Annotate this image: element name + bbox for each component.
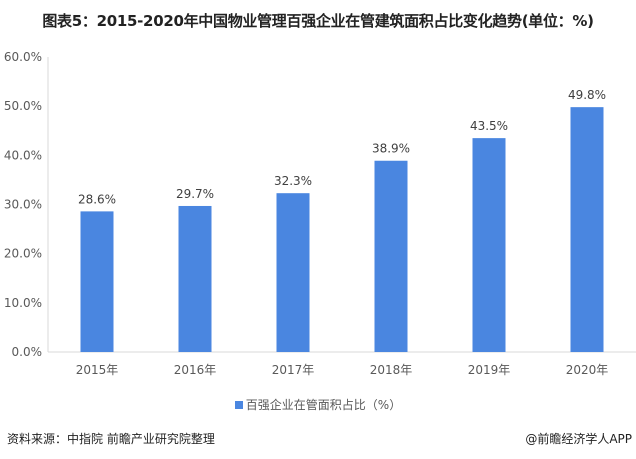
y-tick-label: 10.0% [4, 296, 42, 310]
x-tick-label: 2015年 [76, 363, 119, 377]
y-tick-label: 20.0% [4, 247, 42, 261]
x-tick-label: 2020年 [566, 363, 609, 377]
source-note: 资料来源：中指院 前瞻产业研究院整理 [7, 432, 215, 446]
bar [80, 211, 114, 352]
data-label: 43.5% [470, 119, 508, 133]
bar [276, 193, 310, 352]
x-tick-label: 2019年 [468, 363, 511, 377]
bar [472, 138, 506, 352]
x-tick-label: 2018年 [370, 363, 413, 377]
data-label: 38.9% [372, 142, 410, 156]
data-label: 29.7% [176, 187, 214, 201]
y-tick-label: 60.0% [4, 50, 42, 64]
legend: 百强企业在管面积占比（%） [0, 396, 636, 413]
chart-title: 图表5：2015-2020年中国物业管理百强企业在管建筑面积占比变化趋势(单位：… [42, 12, 594, 30]
data-label: 49.8% [568, 88, 606, 102]
y-tick-label: 30.0% [4, 198, 42, 212]
data-label: 32.3% [274, 174, 312, 188]
bar [178, 205, 212, 352]
bar [374, 160, 408, 352]
y-tick-label: 40.0% [4, 148, 42, 162]
y-tick-label: 0.0% [12, 345, 43, 359]
data-label: 28.6% [78, 192, 116, 206]
legend-swatch [234, 401, 243, 409]
x-tick-label: 2016年 [174, 363, 217, 377]
x-tick-label: 2017年 [272, 363, 315, 377]
legend-label: 百强企业在管面积占比（%） [245, 398, 402, 412]
bar [570, 107, 604, 353]
brand-credit: @前瞻经济学人APP [525, 432, 632, 446]
y-tick-label: 50.0% [4, 99, 42, 113]
